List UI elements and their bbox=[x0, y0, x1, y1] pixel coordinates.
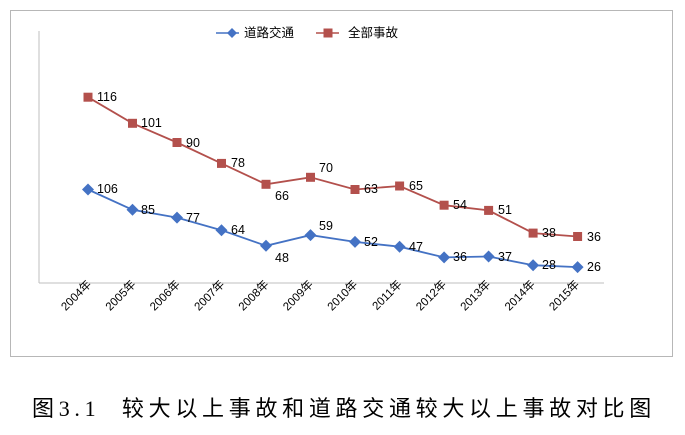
svg-text:全部事故: 全部事故 bbox=[348, 25, 399, 40]
svg-text:54: 54 bbox=[453, 198, 467, 212]
svg-text:77: 77 bbox=[186, 211, 200, 225]
svg-text:66: 66 bbox=[275, 189, 289, 203]
svg-text:70: 70 bbox=[319, 161, 333, 175]
svg-text:道路交通: 道路交通 bbox=[244, 25, 295, 40]
svg-text:85: 85 bbox=[141, 203, 155, 217]
svg-text:106: 106 bbox=[97, 182, 118, 196]
svg-text:36: 36 bbox=[587, 230, 601, 244]
svg-text:38: 38 bbox=[542, 226, 556, 240]
svg-text:36: 36 bbox=[453, 250, 467, 264]
svg-text:116: 116 bbox=[97, 90, 117, 104]
svg-text:28: 28 bbox=[542, 258, 556, 272]
svg-text:64: 64 bbox=[231, 223, 245, 237]
svg-text:90: 90 bbox=[186, 136, 200, 150]
svg-text:51: 51 bbox=[498, 203, 512, 217]
svg-text:63: 63 bbox=[364, 182, 378, 196]
svg-text:65: 65 bbox=[409, 179, 423, 193]
svg-text:59: 59 bbox=[319, 219, 333, 233]
svg-text:26: 26 bbox=[587, 260, 601, 274]
svg-text:52: 52 bbox=[364, 235, 378, 249]
svg-text:48: 48 bbox=[275, 251, 289, 265]
svg-text:78: 78 bbox=[231, 156, 245, 170]
svg-text:47: 47 bbox=[409, 240, 423, 254]
svg-text:37: 37 bbox=[498, 250, 512, 264]
svg-text:101: 101 bbox=[141, 116, 162, 130]
